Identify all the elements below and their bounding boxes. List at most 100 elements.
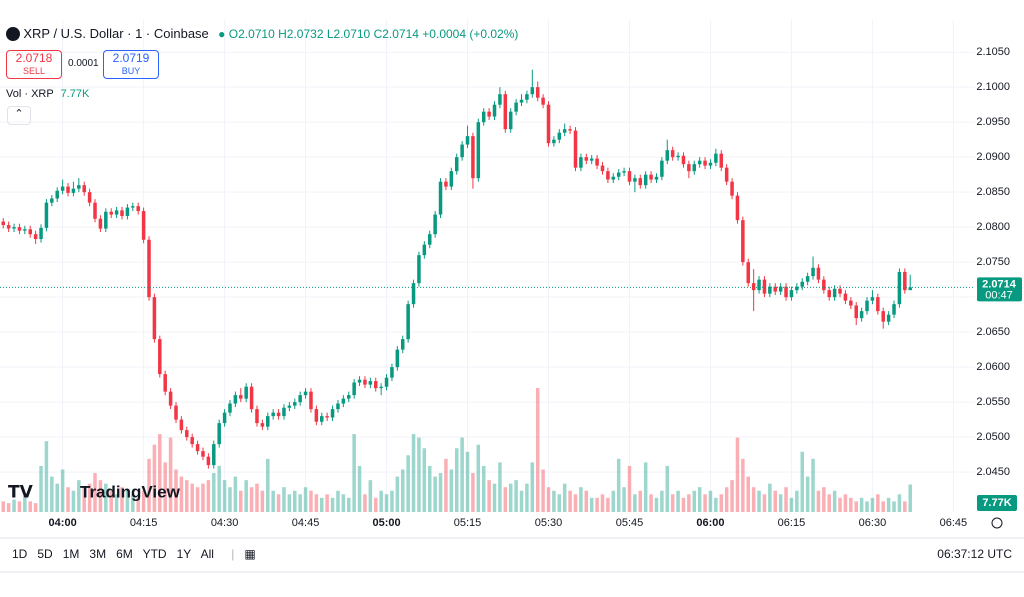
x-tick-label: 04:45: [292, 517, 320, 529]
candle-body: [44, 202, 49, 228]
candle-body: [341, 398, 346, 404]
volume-bar: [82, 487, 86, 512]
spread: 0.0001: [68, 58, 99, 69]
range-button[interactable]: 5D: [37, 547, 53, 561]
settings-icon[interactable]: [991, 517, 1003, 529]
ohlc-high: H2.0732: [278, 27, 324, 41]
candle-body: [120, 210, 124, 216]
candle-body: [595, 158, 599, 166]
volume-bar: [827, 494, 831, 512]
candle-body: [363, 379, 367, 385]
candle-body: [357, 379, 362, 383]
volume-bar: [1, 501, 5, 512]
volume-bar: [195, 487, 200, 512]
candle-body: [697, 160, 702, 165]
volume-bar: [562, 483, 567, 512]
volume-bar: [12, 499, 16, 512]
candle-body: [201, 451, 205, 457]
candle-body: [104, 211, 108, 229]
candle-body: [433, 214, 437, 235]
volume-bar: [595, 497, 599, 512]
candle-body: [346, 395, 351, 399]
candle-body: [390, 367, 394, 378]
candle-body: [28, 229, 32, 235]
volume-bar: [681, 497, 686, 512]
candle-body: [611, 176, 616, 180]
candle-body: [50, 198, 54, 203]
volume-bar: [125, 490, 130, 512]
volume-bar: [438, 473, 443, 512]
volume-bar: [697, 487, 702, 512]
candle-body: [606, 171, 610, 180]
candle-body: [152, 297, 157, 340]
volume-bar: [179, 476, 184, 512]
candle-body: [535, 87, 540, 98]
volume-bar: [649, 494, 653, 512]
volume-bar: [573, 494, 578, 512]
volume-bar: [589, 497, 594, 512]
volume-bar: [492, 483, 497, 512]
volume-bar: [433, 476, 437, 512]
sell-button[interactable]: 2.0718 SELL: [6, 50, 62, 79]
volume-bar: [692, 490, 697, 512]
candle-body: [454, 157, 459, 172]
volume-bar: [147, 458, 151, 512]
candle-body: [719, 153, 724, 168]
volume-bar: [616, 458, 621, 512]
candle-body: [373, 381, 378, 389]
range-button[interactable]: 1Y: [176, 547, 192, 561]
candle-body: [23, 229, 27, 231]
volume-bar: [6, 503, 11, 512]
range-button[interactable]: All: [200, 547, 214, 561]
volume-bar: [174, 469, 178, 512]
volume-bar: [228, 487, 232, 512]
candle-body: [12, 227, 16, 229]
volume-bar: [854, 501, 858, 512]
candle-body: [822, 279, 826, 291]
collapse-button[interactable]: ⌃: [7, 106, 31, 125]
volume-bar: [449, 469, 454, 512]
candle-body: [660, 160, 664, 177]
symbol-icon: [6, 27, 20, 41]
range-button[interactable]: 3M: [89, 547, 107, 561]
candle-body: [249, 386, 254, 410]
candle-body: [643, 174, 648, 186]
buy-button[interactable]: 2.0719 BUY: [103, 50, 159, 79]
volume-bar: [255, 483, 259, 512]
y-tick-label: 2.0650: [976, 326, 1010, 338]
x-tick-label: 04:15: [130, 517, 158, 529]
candle-body: [724, 167, 729, 182]
candle-body: [282, 407, 286, 417]
volume-bar: [454, 448, 459, 512]
candle-body: [71, 188, 76, 193]
volume-bar: [346, 497, 351, 512]
candle-body: [82, 185, 86, 193]
volume-bar: [212, 473, 216, 512]
candle-body: [190, 437, 194, 445]
range-button[interactable]: YTD: [142, 547, 167, 561]
x-tick-label: 06:30: [859, 517, 887, 529]
candle-body: [525, 94, 529, 100]
range-button[interactable]: 1D: [12, 547, 28, 561]
volume-bar: [703, 494, 707, 512]
logo-mark: 𝗧𝗩: [8, 482, 34, 501]
volume-bar: [498, 462, 502, 512]
x-tick-label: 06:15: [778, 517, 806, 529]
volume-bar: [784, 487, 788, 512]
volume-bar: [719, 494, 724, 512]
y-tick-label: 2.0550: [976, 396, 1010, 408]
volume-bar: [892, 501, 896, 512]
y-tick-label: 2.1000: [976, 81, 1010, 93]
volume-bar: [50, 476, 54, 512]
candle-body: [352, 382, 356, 396]
volume-bar: [600, 494, 605, 512]
x-tick-label: 06:00: [696, 517, 724, 529]
range-button[interactable]: 1M: [62, 547, 80, 561]
volume-bar: [881, 501, 885, 512]
volume-bar: [411, 434, 416, 512]
volume-bar: [687, 494, 691, 512]
buy-label: BUY: [121, 66, 141, 76]
date-range-icon[interactable]: ▦: [244, 547, 256, 561]
range-button[interactable]: 6M: [116, 547, 133, 561]
